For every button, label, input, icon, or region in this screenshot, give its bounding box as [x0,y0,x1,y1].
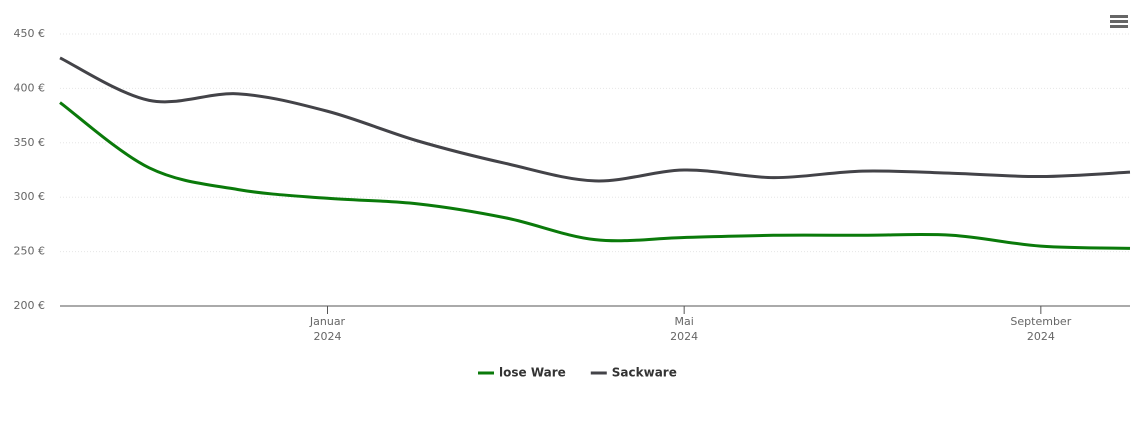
y-tick-label: 300 € [14,190,46,203]
x-tick-label: Mai [675,315,694,328]
menu-bar [1110,15,1128,18]
x-tick-label: September [1010,315,1071,328]
y-tick-label: 350 € [14,136,46,149]
legend-item[interactable]: Sackware [590,366,677,380]
legend-label: lose Ware [499,366,566,380]
legend-label: Sackware [612,366,677,380]
y-tick-label: 450 € [14,27,46,40]
x-tick-year: 2024 [314,330,342,343]
series-line [59,56,1131,183]
y-tick-label: 200 € [14,299,46,312]
x-tick-year: 2024 [1027,330,1055,343]
menu-bar [1110,20,1128,23]
menu-icon[interactable] [1110,15,1128,28]
x-tick-year: 2024 [670,330,698,343]
menu-bar [1110,25,1128,28]
y-tick-label: 400 € [14,81,46,94]
y-tick-label: 250 € [14,245,46,258]
legend-item[interactable]: lose Ware [478,366,566,380]
series-line [59,101,1131,250]
x-tick-label: Januar [309,315,346,328]
legend: lose Ware Sackware [478,366,677,380]
